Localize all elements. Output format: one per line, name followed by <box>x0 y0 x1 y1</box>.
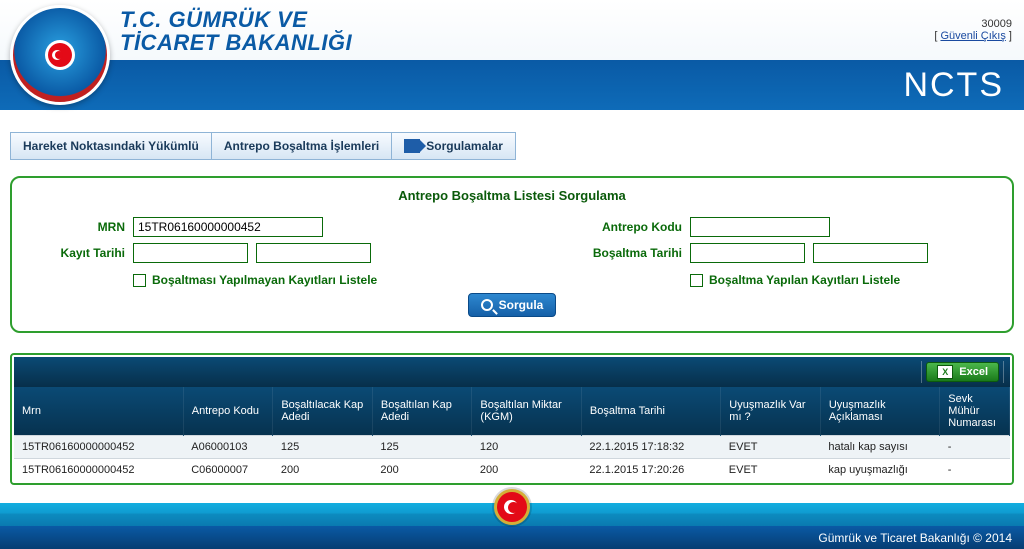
menu-label: Sorgulamalar <box>426 139 503 153</box>
results-table: MrnAntrepo KoduBoşaltılacak Kap AdediBoş… <box>14 387 1010 481</box>
results-thead: MrnAntrepo KoduBoşaltılacak Kap AdediBoş… <box>14 387 1010 436</box>
turkish-emblem-icon <box>494 489 530 525</box>
sorgula-label: Sorgula <box>499 298 544 312</box>
kayit-tarihi-to-input[interactable] <box>256 243 371 263</box>
col-header[interactable]: Boşaltılacak Kap Adedi <box>273 387 373 436</box>
table-cell: 200 <box>472 459 582 482</box>
query-panel-wrap: Antrepo Boşaltma Listesi Sorgulama MRN A… <box>10 176 1014 333</box>
table-cell: A06000103 <box>183 436 273 459</box>
col-header[interactable]: Uyuşmazlık Var mı ? <box>721 387 821 436</box>
table-cell: kap uyuşmazlığı <box>820 459 939 482</box>
col-header[interactable]: Boşaltılan Kap Adedi <box>372 387 472 436</box>
menubar: Hareket Noktasındaki Yükümlü Antrepo Boş… <box>10 132 1014 160</box>
footer-stripe <box>0 503 1024 526</box>
table-cell: 22.1.2015 17:20:26 <box>581 459 720 482</box>
table-cell: 22.1.2015 17:18:32 <box>581 436 720 459</box>
toolbar-separator <box>1003 361 1004 383</box>
bosaltma-tarihi-to-input[interactable] <box>813 243 928 263</box>
menu-label: Hareket Noktasındaki Yükümlü <box>23 139 199 153</box>
excel-label: Excel <box>959 366 988 378</box>
ministry-title: T.C. GÜMRÜK VE TİCARET BAKANLIĞI <box>120 8 352 54</box>
bosaltma-tarihi-from-input[interactable] <box>690 243 805 263</box>
chk-right-label: Boşaltma Yapılan Kayıtları Listele <box>709 273 900 287</box>
turkish-flag-icon <box>48 43 72 67</box>
col-header[interactable]: Boşaltılan Miktar (KGM) <box>472 387 582 436</box>
bosaltma-tarihi-row: Boşaltma Tarihi <box>532 243 994 263</box>
query-panel: Antrepo Boşaltma Listesi Sorgulama MRN A… <box>10 176 1014 333</box>
table-cell: 120 <box>472 436 582 459</box>
toolbar-separator <box>921 361 922 383</box>
kayit-tarihi-from-input[interactable] <box>133 243 248 263</box>
form-grid: MRN Antrepo Kodu Kayıt Tarihi Boşaltma T… <box>30 217 994 287</box>
user-id: 30009 <box>934 18 1012 30</box>
table-cell: EVET <box>721 436 821 459</box>
export-excel-button[interactable]: X Excel <box>926 362 999 382</box>
col-header[interactable]: Uyuşmazlık Açıklaması <box>820 387 939 436</box>
menu-label: Antrepo Boşaltma İşlemleri <box>224 139 379 153</box>
antrepo-kodu-label: Antrepo Kodu <box>532 220 682 234</box>
table-cell: 125 <box>372 436 472 459</box>
logout-link[interactable]: Güvenli Çıkış <box>940 30 1005 42</box>
menu-sorgulamalar[interactable]: Sorgulamalar <box>392 132 516 160</box>
table-cell: hatalı kap sayısı <box>820 436 939 459</box>
table-cell: 200 <box>372 459 472 482</box>
col-header[interactable]: Mrn <box>14 387 183 436</box>
chk-left-label: Boşaltması Yapılmayan Kayıtları Listele <box>152 273 377 287</box>
chk-unloaded-not-done[interactable] <box>133 274 146 287</box>
excel-icon: X <box>937 365 953 379</box>
antrepo-kodu-input[interactable] <box>690 217 830 237</box>
ministry-seal-icon <box>10 5 110 105</box>
mrn-input[interactable] <box>133 217 323 237</box>
footer-text: Gümrük ve Ticaret Bakanlığı © 2014 <box>818 531 1012 545</box>
results-toolbar: X Excel <box>14 357 1010 387</box>
footer-bar: Gümrük ve Ticaret Bakanlığı © 2014 <box>0 526 1024 549</box>
user-box: 30009 [ Güvenli Çıkış ] <box>934 18 1012 42</box>
chk-unloaded-done[interactable] <box>690 274 703 287</box>
mrn-row: MRN <box>30 217 492 237</box>
table-cell: 15TR06160000000452 <box>14 436 183 459</box>
col-header[interactable]: Boşaltma Tarihi <box>581 387 720 436</box>
chk-right-row: Boşaltma Yapılan Kayıtları Listele <box>690 273 994 287</box>
sorgula-button[interactable]: Sorgula <box>468 293 557 317</box>
kayit-tarihi-row: Kayıt Tarihi <box>30 243 492 263</box>
header-bottom: NCTS <box>0 60 1024 110</box>
header-top: T.C. GÜMRÜK VE TİCARET BAKANLIĞI 30009 [… <box>0 0 1024 60</box>
table-row[interactable]: 15TR06160000000452C0600000720020020022.1… <box>14 459 1010 482</box>
menu-hareket-noktasindaki-yukumlu[interactable]: Hareket Noktasındaki Yükümlü <box>10 132 212 160</box>
footer: Gümrük ve Ticaret Bakanlığı © 2014 <box>0 503 1024 549</box>
menu-antrepo-bosaltma-islemleri[interactable]: Antrepo Boşaltma İşlemleri <box>212 132 392 160</box>
ministry-line2: TİCARET BAKANLIĞI <box>120 31 352 54</box>
antrepo-kodu-row: Antrepo Kodu <box>532 217 994 237</box>
logout-wrap: [ Güvenli Çıkış ] <box>934 30 1012 42</box>
app-header: T.C. GÜMRÜK VE TİCARET BAKANLIĞI 30009 [… <box>0 0 1024 110</box>
results-panel: X Excel MrnAntrepo KoduBoşaltılacak Kap … <box>10 353 1014 485</box>
table-cell: 15TR06160000000452 <box>14 459 183 482</box>
col-header[interactable]: Sevk Mühür Numarası <box>940 387 1010 436</box>
results-header-row: MrnAntrepo KoduBoşaltılacak Kap AdediBoş… <box>14 387 1010 436</box>
col-header[interactable]: Antrepo Kodu <box>183 387 273 436</box>
table-row[interactable]: 15TR06160000000452A0600010312512512022.1… <box>14 436 1010 459</box>
table-cell: 125 <box>273 436 373 459</box>
table-cell: - <box>940 436 1010 459</box>
arrow-right-icon <box>404 139 420 153</box>
table-cell: 200 <box>273 459 373 482</box>
chk-left-row: Boşaltması Yapılmayan Kayıtları Listele <box>133 273 492 287</box>
sorgula-row: Sorgula <box>30 293 994 317</box>
kayit-tarihi-label: Kayıt Tarihi <box>30 246 125 260</box>
table-cell: EVET <box>721 459 821 482</box>
bosaltma-tarihi-label: Boşaltma Tarihi <box>532 246 682 260</box>
results-tbody: 15TR06160000000452A0600010312512512022.1… <box>14 436 1010 482</box>
panel-title: Antrepo Boşaltma Listesi Sorgulama <box>30 188 994 203</box>
system-name: NCTS <box>903 66 1004 105</box>
ministry-line1: T.C. GÜMRÜK VE <box>120 8 352 31</box>
mrn-label: MRN <box>30 220 125 234</box>
table-cell: - <box>940 459 1010 482</box>
table-cell: C06000007 <box>183 459 273 482</box>
search-icon <box>481 299 493 311</box>
